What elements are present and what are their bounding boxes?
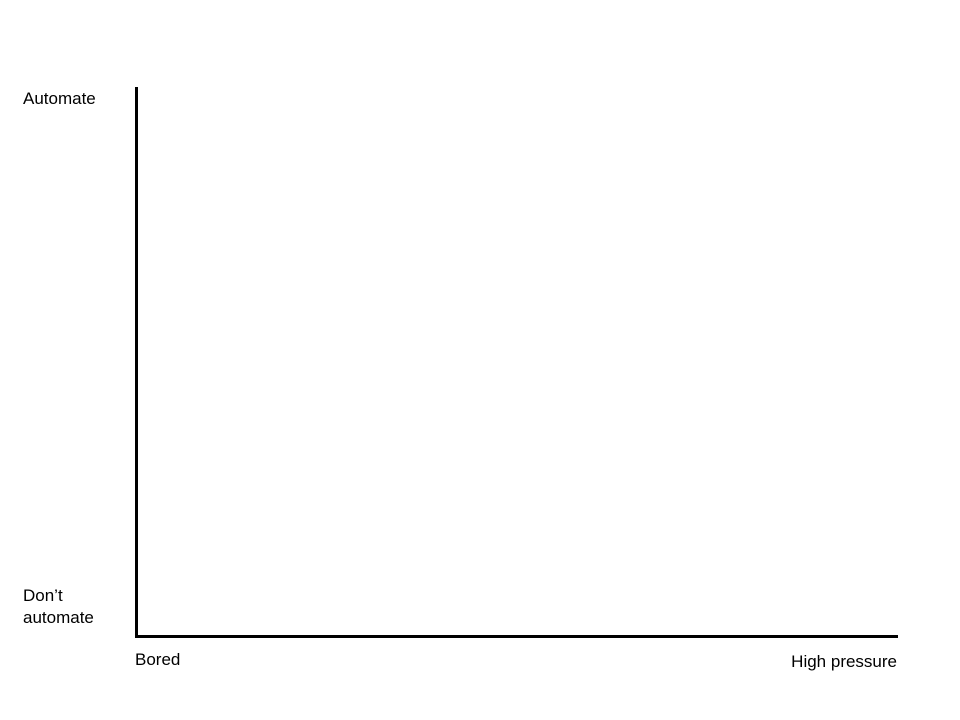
x-axis-left-label: Bored [135, 650, 181, 669]
y-axis-bottom-label-line2: automate [23, 608, 94, 627]
x-axis-line [135, 635, 898, 638]
x-axis-right-label: High pressure [791, 652, 897, 671]
y-axis-bottom-label: Don’t automate [23, 585, 94, 629]
y-axis-line [135, 87, 138, 638]
y-axis-top-label: Automate [23, 89, 96, 108]
y-axis-bottom-label-line1: Don’t [23, 586, 63, 605]
